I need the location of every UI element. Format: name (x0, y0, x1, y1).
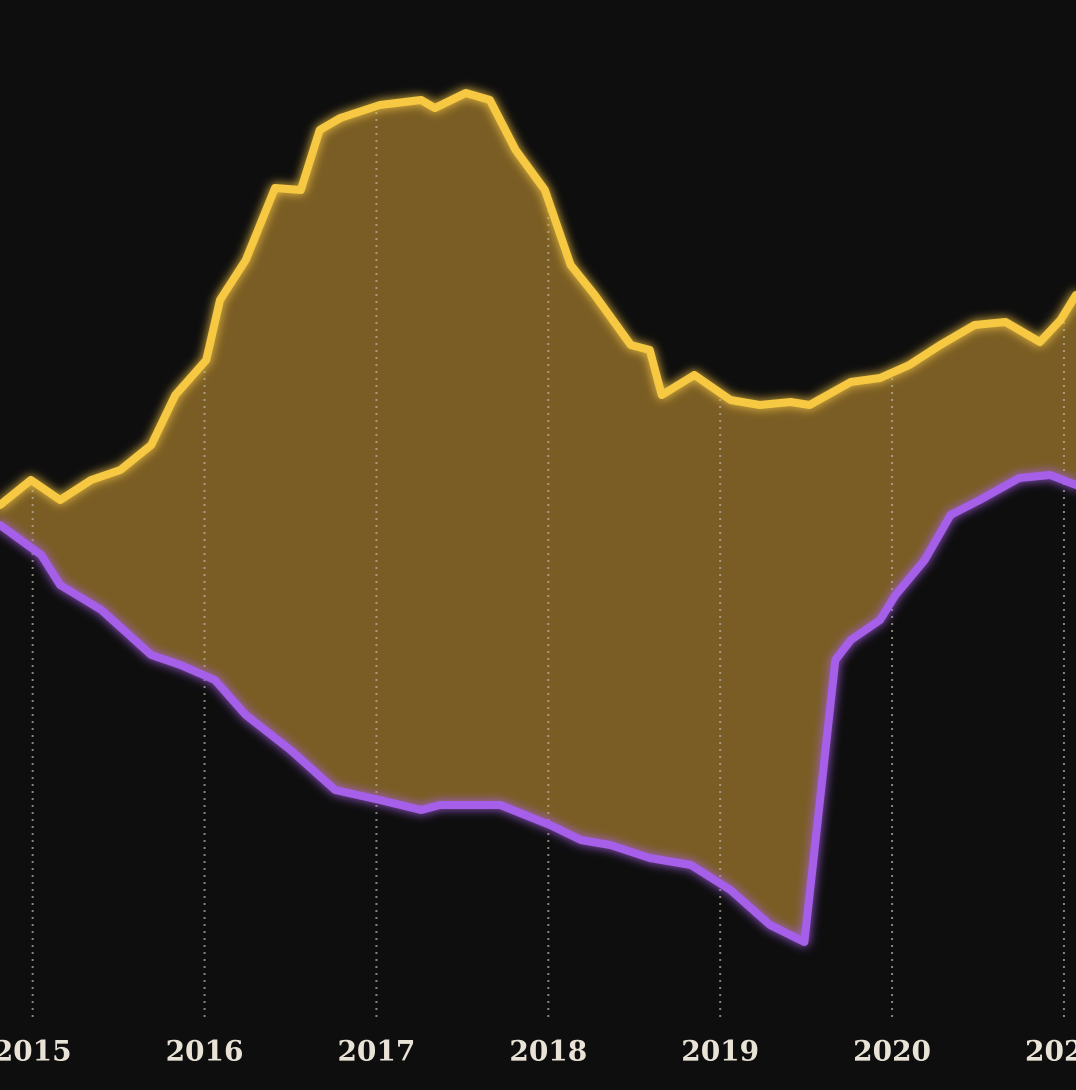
line (0, 471, 1076, 946)
x-tick-label: 2020 (853, 1035, 931, 1068)
x-tick-label: 2021 (1025, 1035, 1076, 1068)
x-tick-label: 2018 (509, 1035, 587, 1068)
x-tick-label: 2015 (0, 1035, 72, 1068)
x-tick-label: 2017 (337, 1035, 415, 1068)
line (0, 89, 1076, 509)
x-tick-label: 2016 (166, 1035, 244, 1068)
x-tick-label: 2019 (681, 1035, 759, 1068)
